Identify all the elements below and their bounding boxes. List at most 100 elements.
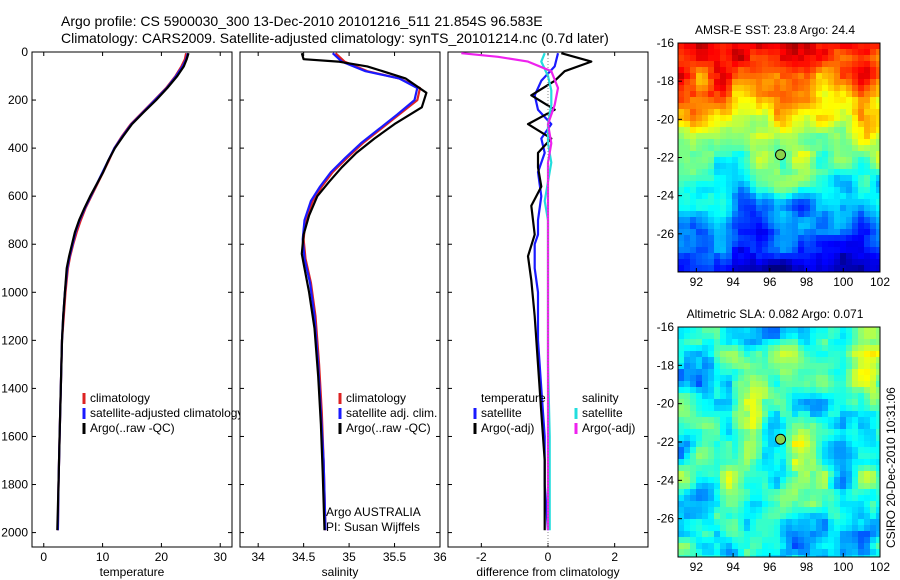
sst_map-cell xyxy=(726,43,733,50)
sla_map-cell xyxy=(852,339,859,346)
sla_map-cell xyxy=(762,387,769,394)
sst_map-cell xyxy=(750,109,757,116)
sla_map-cell xyxy=(678,369,685,376)
sst_map-cell xyxy=(792,229,799,236)
sla_map-cell xyxy=(774,381,781,388)
sla_map-cell xyxy=(810,357,817,364)
sst_map-cell xyxy=(810,211,817,218)
sst_map-cell xyxy=(720,133,727,140)
sla_map-cell xyxy=(750,429,757,436)
sla_map-cell xyxy=(798,381,805,388)
sla_map-cell xyxy=(678,465,685,472)
sst_map-cell xyxy=(816,121,823,128)
sla_map-cell xyxy=(756,459,763,466)
sst_map-cell xyxy=(846,85,853,92)
sla_map-cell xyxy=(696,477,703,484)
sst_map-cell xyxy=(876,247,881,254)
sla_map-cell xyxy=(726,465,733,472)
sst_map-cell xyxy=(768,139,775,146)
sst_map-cell xyxy=(780,43,787,50)
sst_map-cell xyxy=(738,55,745,62)
sla_map-cell xyxy=(870,411,877,418)
sla_map-cell xyxy=(828,405,835,412)
sst_map-cell xyxy=(834,223,841,230)
sla_map-cell xyxy=(786,531,793,538)
sst_map-cell xyxy=(774,157,781,164)
sla_map-cell xyxy=(744,531,751,538)
sla_map-cell xyxy=(702,417,709,424)
sla_map-cell xyxy=(774,327,781,334)
sla_map-cell xyxy=(774,489,781,496)
sla_map-cell xyxy=(822,339,829,346)
sst_map-cell xyxy=(696,229,703,236)
sst_map-cell xyxy=(876,181,881,188)
sla_map-cell xyxy=(822,393,829,400)
sla_map-cell xyxy=(846,393,853,400)
sla_map-cell xyxy=(822,345,829,352)
sst_map-cell xyxy=(798,259,805,266)
sst_map-cell xyxy=(714,103,721,110)
sst_map-cell xyxy=(756,121,763,128)
sst_map-cell xyxy=(804,223,811,230)
sla_map-cell xyxy=(768,489,775,496)
sla_map-cell xyxy=(744,387,751,394)
sst_map-cell xyxy=(690,133,697,140)
sla_map-cell xyxy=(870,357,877,364)
sst_map-cell xyxy=(738,67,745,74)
sla_map-cell xyxy=(708,345,715,352)
sst_map-cell xyxy=(708,91,715,98)
salinity-legend-entry: climatology xyxy=(346,391,406,405)
sst_map-cell xyxy=(816,61,823,68)
sla_map-cell xyxy=(834,375,841,382)
sst_map-cell xyxy=(726,217,733,224)
sst_map-cell xyxy=(846,151,853,158)
sst_map-cell xyxy=(768,247,775,254)
sla_map-cell xyxy=(768,459,775,466)
sla_map-cell xyxy=(828,435,835,442)
sla_map-cell xyxy=(810,531,817,538)
sst_map-cell xyxy=(840,223,847,230)
sst_map-cell xyxy=(756,193,763,200)
sst_map-cell xyxy=(738,211,745,218)
sla_map-cell xyxy=(834,387,841,394)
temperature-plot-frame xyxy=(31,51,233,548)
sst_map-cell xyxy=(750,103,757,110)
sst_map-cell xyxy=(846,79,853,86)
sst_map-cell xyxy=(684,175,691,182)
sla_map-cell xyxy=(804,495,811,502)
sla_map-cell xyxy=(690,531,697,538)
sst_map-cell xyxy=(804,181,811,188)
sla_map-cell xyxy=(852,555,859,558)
sla_map-cell xyxy=(762,417,769,424)
sst_map-cell xyxy=(858,85,865,92)
sst_map-cell xyxy=(750,73,757,80)
sla_map-cell xyxy=(738,429,745,436)
sla_map-cell xyxy=(714,369,721,376)
sla_map-cell xyxy=(696,465,703,472)
sst_map-cell xyxy=(846,241,853,248)
sla_map-cell xyxy=(876,375,881,382)
sla_map-cell xyxy=(732,399,739,406)
sla_map-cell xyxy=(804,345,811,352)
sst_map-ytick-label: -24 xyxy=(657,189,675,203)
sla_map-cell xyxy=(798,345,805,352)
sst_map-cell xyxy=(798,127,805,134)
sst_map-cell xyxy=(708,247,715,254)
sla_map-cell xyxy=(852,333,859,340)
sst_map-cell xyxy=(696,265,703,272)
sst_map-cell xyxy=(876,109,881,116)
sst_map-cell xyxy=(828,181,835,188)
sla_map-cell xyxy=(774,351,781,358)
sst_map-cell xyxy=(690,241,697,248)
sst_map-cell xyxy=(870,151,877,158)
sst_map-cell xyxy=(750,223,757,230)
sla_map-cell xyxy=(714,381,721,388)
sst_map-cell xyxy=(708,85,715,92)
sst_map-cell xyxy=(876,193,881,200)
sst_map-cell xyxy=(696,145,703,152)
sla_map-cell xyxy=(828,417,835,424)
sst_map-cell xyxy=(690,187,697,194)
sst_map-cell xyxy=(702,229,709,236)
sst_map-cell xyxy=(750,49,757,56)
sla_map-cell xyxy=(876,405,881,412)
